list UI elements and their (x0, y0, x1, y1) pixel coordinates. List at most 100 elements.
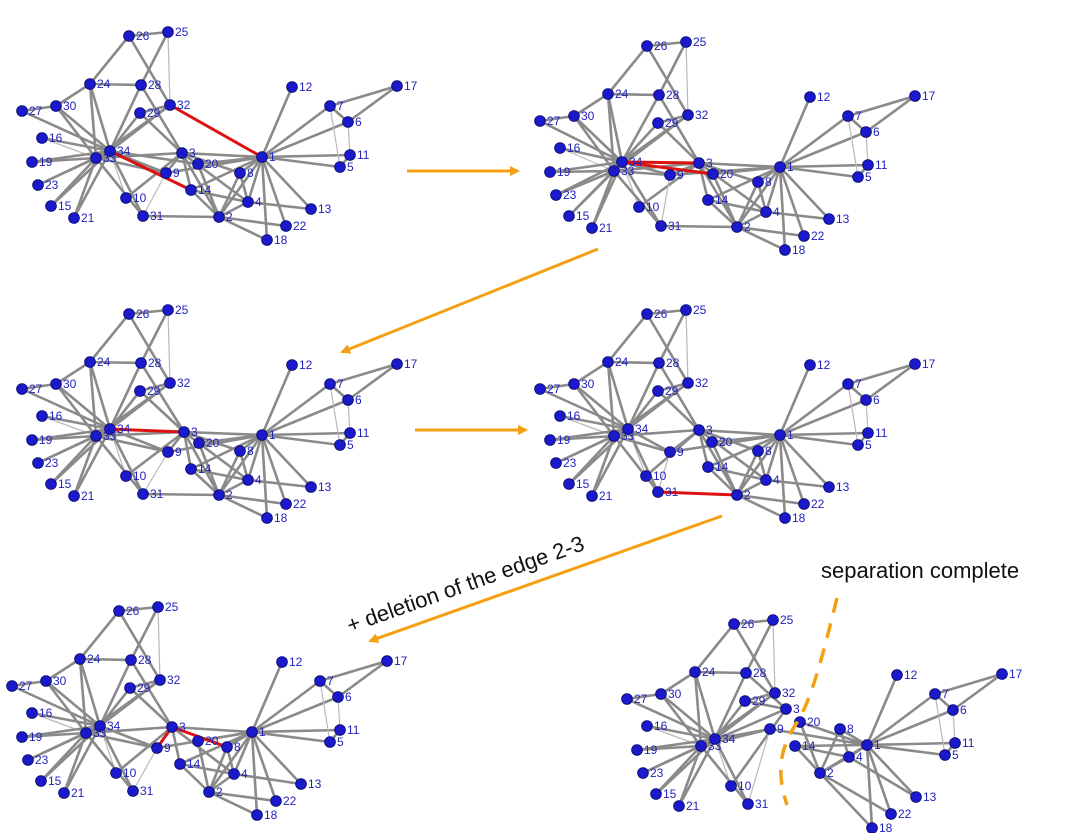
node-label-34: 34 (117, 422, 131, 436)
node-13 (295, 778, 307, 790)
edge-16-33 (559, 147, 615, 172)
node-32 (164, 377, 176, 389)
edge-2-8 (818, 727, 842, 775)
edge-3-28 (129, 658, 174, 729)
edges-step-4 (538, 308, 917, 520)
edge-3-28 (744, 671, 788, 711)
node-label-20: 20 (205, 157, 219, 171)
edge-24-33 (88, 82, 98, 160)
edge-2-8 (217, 449, 242, 497)
edge-2-18 (217, 215, 269, 242)
node-25 (767, 614, 779, 626)
edge-1-20 (798, 720, 869, 747)
node-label-22: 22 (811, 229, 825, 243)
node-label-21: 21 (81, 211, 95, 225)
node-17 (909, 90, 921, 102)
node-label-16: 16 (49, 409, 63, 423)
node-1 (774, 161, 786, 173)
edge-1-5 (778, 165, 860, 179)
node-label-12: 12 (817, 358, 831, 372)
node-31 (655, 220, 667, 232)
node-label-29: 29 (147, 106, 161, 120)
node-label-27: 27 (19, 679, 33, 693)
edge-9-34 (626, 427, 672, 454)
edge-16-34 (558, 414, 630, 431)
node-label-2: 2 (744, 488, 751, 502)
node-5 (334, 439, 346, 451)
edge-1-13 (865, 743, 918, 799)
edge-25-28 (744, 618, 775, 675)
node-label-25: 25 (175, 303, 189, 317)
edge-21-33 (590, 434, 616, 498)
node-12 (276, 656, 288, 668)
node-3 (780, 703, 792, 715)
edge-24-33 (78, 657, 88, 735)
node-3 (693, 157, 705, 169)
edge-3-8 (697, 428, 760, 453)
node-7 (324, 378, 336, 390)
node-label-12: 12 (904, 668, 918, 682)
node-label-15: 15 (663, 787, 677, 801)
node-label-12: 12 (299, 358, 313, 372)
edge-24-26 (606, 44, 649, 96)
node-label-13: 13 (836, 480, 850, 494)
node-4 (843, 751, 855, 763)
node-27 (534, 383, 546, 395)
node-33 (695, 740, 707, 752)
node-label-31: 31 (150, 209, 164, 223)
node-label-23: 23 (35, 753, 49, 767)
edge-29-34 (620, 121, 660, 164)
edge-24-26 (693, 622, 736, 674)
edge-1-18 (778, 433, 787, 520)
node-25 (680, 36, 692, 48)
node-label-24: 24 (702, 665, 716, 679)
node-28 (740, 667, 752, 679)
edge-25-28 (139, 308, 170, 365)
node-label-8: 8 (765, 175, 772, 189)
edge-1-3 (697, 161, 782, 169)
edge-5-7 (934, 693, 946, 756)
edge-1-18 (250, 730, 259, 817)
node-18 (779, 244, 791, 256)
edge-24-28 (693, 670, 748, 675)
node-label-22: 22 (293, 219, 307, 233)
node-5 (334, 161, 346, 173)
node-label-29: 29 (137, 681, 151, 695)
node-label-12: 12 (299, 80, 313, 94)
node-label-18: 18 (264, 808, 278, 822)
edge-31-34 (108, 149, 145, 218)
node-29 (124, 682, 136, 694)
node-label-31: 31 (755, 797, 769, 811)
node-label-5: 5 (952, 748, 959, 762)
node-label-26: 26 (654, 307, 668, 321)
node-label-20: 20 (720, 167, 734, 181)
node-31 (652, 486, 664, 498)
edge-26-32 (645, 44, 690, 117)
node-label-1: 1 (787, 428, 794, 442)
edge-9-34 (108, 427, 170, 454)
edge-21-33 (62, 731, 88, 795)
edge-1-3 (170, 725, 254, 734)
node-label-6: 6 (345, 690, 352, 704)
node-label-23: 23 (650, 766, 664, 780)
node-label-24: 24 (615, 87, 629, 101)
highlighted-edge-3-34 (108, 427, 186, 434)
node-10 (120, 470, 132, 482)
node-label-32: 32 (177, 376, 191, 390)
node-16 (554, 410, 566, 422)
edge-24-26 (78, 609, 121, 661)
edge-2-22 (818, 771, 893, 816)
edge-4-14 (706, 198, 768, 214)
edge-3-10 (114, 725, 174, 775)
node-label-8: 8 (765, 444, 772, 458)
node-label-8: 8 (247, 166, 254, 180)
edge-2-3 (182, 430, 221, 497)
node-27 (621, 693, 633, 705)
node-31 (127, 785, 139, 797)
edge-1-5 (260, 433, 342, 447)
node-label-7: 7 (942, 687, 949, 701)
node-8 (234, 167, 246, 179)
